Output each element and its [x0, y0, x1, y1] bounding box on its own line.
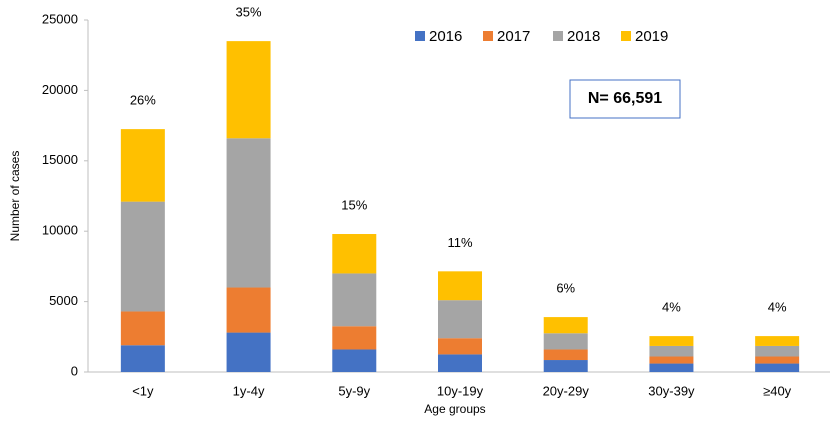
- bar-segment: [226, 332, 271, 372]
- bar-segment: [120, 129, 165, 202]
- legend-swatch: [415, 31, 425, 41]
- y-tick-label: 10000: [42, 223, 78, 238]
- percent-label: 4%: [662, 300, 681, 315]
- bar-segment: [438, 300, 482, 339]
- x-tick-label: 5y-9y: [338, 383, 370, 398]
- annotation: N= 66,591: [588, 90, 662, 107]
- bar-segment: [543, 317, 588, 334]
- percent-label: 11%: [447, 235, 472, 250]
- legend-label: 2019: [635, 28, 668, 45]
- bar-segment: [332, 234, 377, 274]
- y-tick-label: 15000: [42, 152, 78, 167]
- legend-label: 2016: [429, 28, 462, 45]
- legend-swatch: [483, 31, 493, 41]
- y-tick-label: 0: [71, 363, 78, 378]
- legend-swatch: [621, 31, 631, 41]
- bar-segment: [332, 326, 377, 350]
- percent-label: 6%: [556, 281, 575, 296]
- x-axis-label: Age groups: [424, 402, 485, 416]
- bar-segment: [226, 41, 271, 139]
- legend-swatch: [553, 31, 563, 41]
- bar-segment: [649, 356, 694, 364]
- y-tick-label: 5000: [49, 293, 78, 308]
- legend-label: 2017: [497, 28, 530, 45]
- bar-segment: [649, 345, 694, 357]
- percent-label: 26%: [130, 93, 156, 108]
- bar-segment: [649, 363, 694, 372]
- y-tick-label: 25000: [42, 11, 78, 26]
- y-tick-label: 20000: [42, 82, 78, 97]
- bar-segment: [438, 338, 482, 355]
- bar-segment: [226, 138, 271, 288]
- annotation-box: [569, 79, 681, 119]
- bar-segment: [120, 311, 165, 346]
- bar-segment: [543, 333, 588, 350]
- x-tick-label: <1y: [132, 383, 154, 398]
- percent-label: 4%: [768, 300, 787, 315]
- legend-label: 2018: [567, 28, 600, 45]
- bar-segment: [120, 345, 165, 372]
- bar-segment: [332, 273, 377, 327]
- bar-segment: [332, 349, 377, 372]
- x-tick-label: 10y-19y: [437, 383, 484, 398]
- bar-segment: [543, 349, 588, 361]
- bar-segment: [543, 360, 588, 372]
- x-tick-label: 20y-29y: [543, 383, 590, 398]
- bar-segment: [226, 287, 271, 333]
- bar-segment: [755, 363, 800, 372]
- bar-segment: [649, 336, 694, 346]
- y-axis-label: Number of cases: [8, 151, 22, 242]
- bar-segment: [755, 336, 800, 346]
- bar-segment: [120, 201, 165, 312]
- x-tick-label: ≥40y: [763, 383, 792, 398]
- x-tick-label: 30y-39y: [648, 383, 695, 398]
- bar-segment: [755, 356, 800, 364]
- bar-segment: [438, 354, 482, 372]
- x-tick-label: 1y-4y: [233, 383, 265, 398]
- bar-segment: [438, 271, 482, 301]
- bar-segment: [755, 345, 800, 357]
- percent-label: 15%: [341, 197, 367, 212]
- percent-label: 35%: [236, 5, 262, 20]
